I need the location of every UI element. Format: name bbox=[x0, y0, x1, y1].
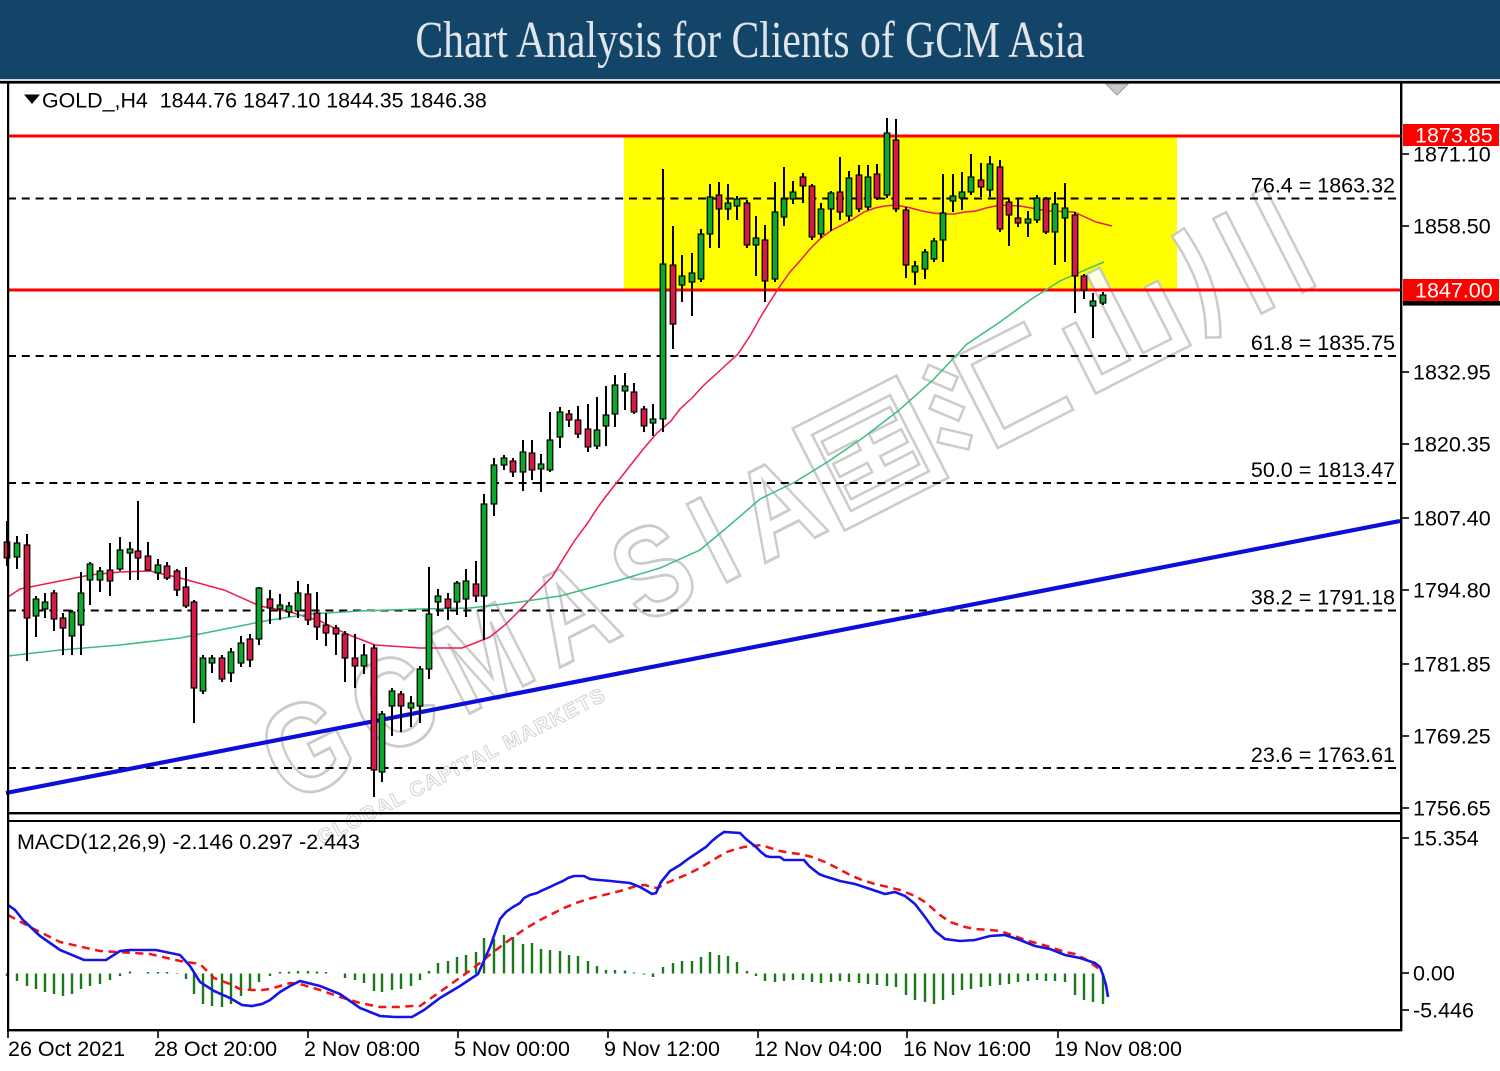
svg-text:Chart Analysis for Clients of: Chart Analysis for Clients of GCM Asia bbox=[415, 12, 1084, 69]
svg-text:1769.25: 1769.25 bbox=[1413, 725, 1491, 749]
svg-text:76.4 = 1863.32: 76.4 = 1863.32 bbox=[1251, 174, 1395, 198]
svg-text:1858.50: 1858.50 bbox=[1413, 215, 1491, 239]
svg-text:1832.95: 1832.95 bbox=[1413, 361, 1491, 385]
svg-text:1807.40: 1807.40 bbox=[1413, 507, 1491, 531]
svg-text:61.8 = 1835.75: 61.8 = 1835.75 bbox=[1251, 331, 1395, 355]
svg-text:1847.00: 1847.00 bbox=[1415, 279, 1493, 303]
svg-text:5 Nov 00:00: 5 Nov 00:00 bbox=[454, 1037, 570, 1061]
svg-text:19 Nov 08:00: 19 Nov 08:00 bbox=[1054, 1037, 1182, 1061]
svg-text:28 Oct 20:00: 28 Oct 20:00 bbox=[154, 1037, 277, 1061]
svg-text:1873.85: 1873.85 bbox=[1415, 124, 1493, 148]
svg-text:1820.35: 1820.35 bbox=[1413, 433, 1491, 457]
svg-text:-5.446: -5.446 bbox=[1413, 999, 1474, 1023]
svg-text:1794.80: 1794.80 bbox=[1413, 579, 1491, 603]
svg-text:50.0 = 1813.47: 50.0 = 1813.47 bbox=[1251, 458, 1395, 482]
svg-text:MACD(12,26,9) -2.146 0.297 -2.: MACD(12,26,9) -2.146 0.297 -2.443 bbox=[17, 830, 360, 854]
svg-text:2 Nov 08:00: 2 Nov 08:00 bbox=[304, 1037, 420, 1061]
svg-text:9 Nov 12:00: 9 Nov 12:00 bbox=[604, 1037, 720, 1061]
svg-text:38.2 = 1791.18: 38.2 = 1791.18 bbox=[1251, 586, 1395, 610]
svg-text:23.6 = 1763.61: 23.6 = 1763.61 bbox=[1251, 743, 1395, 767]
svg-text:16 Nov 16:00: 16 Nov 16:00 bbox=[903, 1037, 1031, 1061]
svg-text:GOLD_,H4 1844.76 1847.10 1844: GOLD_,H4 1844.76 1847.10 1844.35 1846.38 bbox=[42, 89, 487, 113]
svg-text:1756.65: 1756.65 bbox=[1413, 797, 1491, 821]
svg-text:12 Nov 04:00: 12 Nov 04:00 bbox=[754, 1037, 882, 1061]
svg-text:1871.10: 1871.10 bbox=[1413, 143, 1491, 167]
svg-text:0.00: 0.00 bbox=[1413, 962, 1455, 986]
svg-text:1781.85: 1781.85 bbox=[1413, 653, 1491, 677]
svg-text:26 Oct 2021: 26 Oct 2021 bbox=[8, 1037, 125, 1061]
svg-text:15.354: 15.354 bbox=[1413, 827, 1479, 851]
